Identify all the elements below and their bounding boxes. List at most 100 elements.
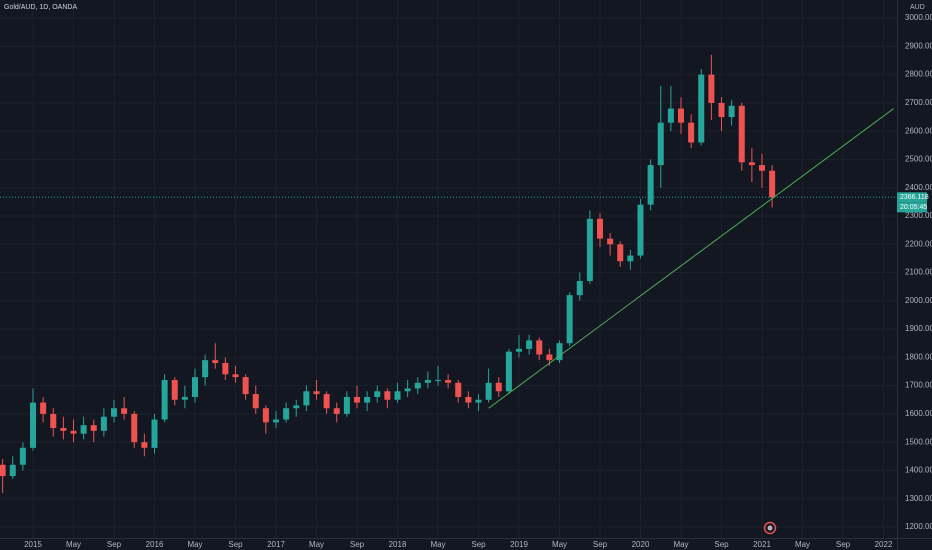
candle-body — [212, 360, 219, 364]
candle-body — [141, 442, 148, 448]
candle-body — [404, 388, 411, 392]
candle-body — [576, 281, 583, 296]
y-tick-label: 2400.000 — [905, 183, 932, 192]
candle-body — [607, 238, 614, 245]
x-tick-label: May — [795, 540, 810, 549]
x-tick-label: 2022 — [875, 540, 893, 549]
candle-body — [252, 394, 259, 409]
candle-body — [30, 402, 36, 448]
chart-title: Gold/AUD, 1D, OANDA — [4, 4, 77, 11]
y-tick-label: 1300.000 — [905, 494, 932, 503]
candle-body — [455, 382, 462, 397]
x-tick-label: Sep — [714, 540, 729, 549]
candle-body — [597, 218, 603, 239]
candle-body — [738, 105, 745, 163]
candle-body — [657, 122, 664, 166]
candle-body — [718, 102, 725, 118]
currency: AUD — [910, 4, 925, 11]
candle-body — [354, 396, 360, 403]
y-tick-label: 1700.000 — [905, 381, 932, 390]
y-tick-label: 2900.000 — [905, 41, 932, 50]
candle-body — [343, 396, 350, 414]
x-tick-label: 2021 — [753, 540, 771, 549]
y-tick-label: 2700.000 — [905, 98, 932, 107]
x-tick-label: May — [309, 540, 324, 549]
candle-body — [505, 351, 512, 392]
x-tick-label: 2019 — [510, 540, 528, 549]
candle-body — [181, 396, 188, 400]
x-tick-label: May — [430, 540, 445, 549]
candle-body — [151, 419, 158, 448]
candle-body — [60, 428, 67, 431]
candle-body — [100, 416, 107, 431]
candle-body — [384, 391, 391, 400]
x-tick-label: May — [187, 540, 202, 549]
candle-body — [50, 413, 57, 429]
candle-body — [283, 408, 290, 420]
x-tick-label: 2015 — [24, 540, 42, 549]
x-tick-label: Sep — [836, 540, 851, 549]
candle-body — [678, 108, 684, 123]
candle-body — [313, 391, 320, 395]
candle-body — [435, 379, 441, 381]
candle-body — [495, 382, 502, 392]
y-tick-label: 2100.000 — [905, 268, 932, 277]
candle-body — [769, 170, 776, 198]
candle-body — [161, 379, 168, 420]
candle-body — [536, 340, 543, 355]
candle-body — [586, 218, 593, 282]
x-tick-label: Sep — [593, 540, 608, 549]
y-tick-label: 2600.000 — [905, 126, 932, 135]
candle-body — [516, 348, 522, 352]
event-icon-dot — [767, 525, 773, 531]
candle-body — [303, 391, 310, 406]
y-tick-label: 2500.000 — [905, 155, 932, 164]
last-price-label: 2366.118 — [900, 194, 929, 201]
x-tick-label: May — [673, 540, 688, 549]
candle-body — [202, 360, 209, 378]
x-tick-label: 2020 — [632, 540, 650, 549]
candle-body — [242, 377, 249, 395]
x-tick-label: Sep — [350, 540, 365, 549]
candle-body — [414, 382, 421, 389]
y-tick-label: 2800.000 — [905, 70, 932, 79]
x-tick-label: 2017 — [267, 540, 285, 549]
last-price-tag — [897, 192, 927, 203]
candles — [0, 54, 776, 494]
candle-body — [475, 399, 482, 403]
candle-body — [323, 394, 330, 409]
candle-body — [0, 464, 6, 477]
y-tick-label: 1600.000 — [905, 409, 932, 418]
candle-body — [121, 408, 128, 414]
candle-body — [546, 354, 553, 361]
candle-body — [293, 405, 300, 409]
candle-body — [566, 295, 573, 344]
y-tick-label: 3000.000 — [905, 13, 932, 22]
x-tick-label: 2018 — [389, 540, 407, 549]
candle-body — [70, 430, 77, 434]
candle-body — [80, 425, 87, 434]
candle-body — [90, 425, 97, 431]
candle-body — [445, 379, 452, 383]
candle-body — [171, 379, 178, 400]
candle-body — [485, 382, 492, 400]
x-tick-label: Sep — [107, 540, 122, 549]
countdown-label: 20:05:45 — [900, 204, 927, 211]
y-tick-label: 1500.000 — [905, 437, 932, 446]
trendline — [488, 108, 894, 409]
countdown-tag — [897, 202, 927, 213]
y-tick-label: 1400.000 — [905, 466, 932, 475]
y-tick-label: 2000.000 — [905, 296, 932, 305]
candle-body — [232, 374, 239, 378]
x-tick-label: 2016 — [146, 540, 164, 549]
candle-body — [374, 391, 381, 397]
candle-body — [394, 391, 401, 400]
candle-body — [698, 74, 705, 143]
candle-body — [688, 122, 695, 143]
candle-body — [111, 408, 117, 417]
candle-body — [556, 343, 563, 361]
candle-body — [627, 255, 634, 262]
candle-body — [667, 108, 674, 123]
